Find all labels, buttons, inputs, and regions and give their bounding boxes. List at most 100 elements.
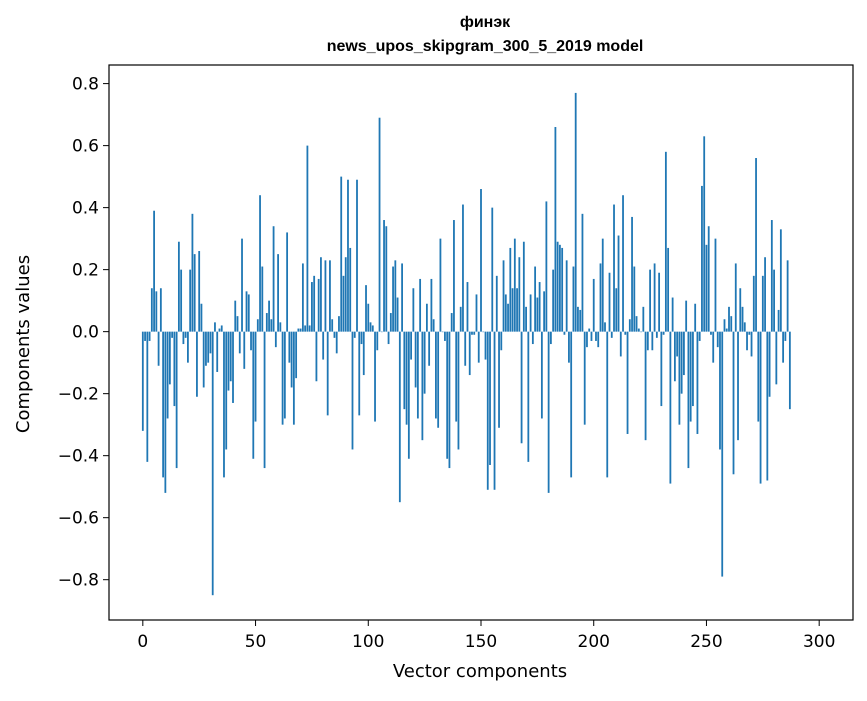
bar-13 (171, 331, 174, 338)
x-tick-label: 200 (578, 632, 610, 652)
bar-35 (220, 325, 223, 332)
bar-225 (649, 269, 651, 332)
bar-138 (453, 220, 455, 332)
bar-268 (746, 331, 748, 351)
bar-107 (383, 220, 385, 332)
bar-271 (752, 275, 755, 332)
bar-19 (184, 331, 187, 338)
bar-130 (435, 331, 437, 419)
bar-45 (243, 331, 246, 369)
bar-50 (254, 331, 257, 422)
bar-199 (590, 331, 593, 341)
bar-162 (507, 303, 509, 332)
bar-274 (759, 331, 762, 484)
bar-218 (633, 266, 636, 332)
bar-191 (572, 266, 575, 332)
bar-140 (457, 331, 460, 450)
bar-102 (371, 325, 374, 332)
bar-23 (193, 254, 196, 332)
bar-232 (664, 151, 667, 332)
bar-93 (351, 331, 354, 450)
bar-136 (448, 331, 451, 469)
bar-221 (640, 331, 642, 333)
bar-73 (306, 145, 309, 332)
bar-167 (518, 257, 521, 332)
bar-208 (610, 331, 613, 338)
bar-204 (601, 238, 604, 332)
bar-43 (238, 331, 241, 354)
bar-139 (455, 331, 458, 422)
bar-55 (265, 313, 268, 332)
bar-2 (146, 331, 149, 462)
bar-254 (714, 238, 717, 332)
bar-197 (586, 331, 588, 348)
bar-161 (504, 294, 507, 332)
bar-262 (732, 331, 735, 475)
bar-92 (349, 247, 352, 332)
bar-212 (619, 331, 622, 357)
bar-168 (520, 331, 523, 444)
bar-242 (687, 331, 690, 469)
bar-230 (660, 331, 663, 407)
bar-223 (644, 331, 647, 441)
bar-258 (723, 319, 726, 332)
bar-95 (356, 179, 358, 332)
bar-64 (286, 232, 289, 332)
chart-subtitle: news_upos_skipgram_300_5_2019 model (327, 38, 644, 55)
bar-231 (662, 331, 665, 335)
bar-195 (581, 213, 584, 332)
bar-53 (261, 266, 264, 332)
bar-178 (543, 291, 546, 332)
bar-247 (698, 331, 701, 341)
x-tick-label: 0 (137, 632, 148, 652)
bar-211 (617, 235, 620, 332)
bar-170 (525, 306, 527, 332)
bar-94 (353, 331, 356, 338)
y-tick-label: −0.4 (58, 447, 99, 467)
bar-286 (786, 260, 789, 332)
bar-32 (214, 322, 216, 332)
bar-196 (583, 331, 586, 425)
bar-177 (540, 331, 543, 419)
bar-163 (509, 247, 512, 332)
bar-152 (484, 331, 487, 360)
bar-193 (577, 306, 579, 332)
bar-5 (153, 210, 155, 332)
bar-68 (295, 331, 298, 379)
bar-7 (157, 331, 160, 366)
bar-86 (335, 331, 338, 354)
bar-184 (556, 241, 559, 332)
bar-179 (545, 201, 548, 332)
bar-222 (642, 306, 645, 332)
bar-259 (725, 328, 728, 332)
bar-125 (423, 331, 426, 394)
bar-83 (329, 260, 331, 332)
bar-244 (692, 331, 694, 407)
bar-120 (412, 288, 415, 332)
bar-127 (428, 331, 431, 366)
bar-285 (784, 331, 787, 341)
bar-240 (683, 331, 685, 376)
bar-205 (604, 322, 606, 332)
bar-270 (750, 331, 753, 357)
bar-279 (770, 220, 773, 332)
bar-72 (304, 325, 307, 332)
bar-77 (315, 331, 318, 382)
bar-182 (552, 269, 555, 332)
bar-78 (317, 278, 320, 332)
bar-54 (263, 331, 266, 469)
x-tick-label: 250 (690, 632, 722, 652)
bar-267 (743, 322, 746, 332)
bar-21 (189, 269, 192, 332)
bar-160 (502, 260, 505, 332)
bar-122 (416, 331, 419, 419)
y-tick-label: 0.8 (72, 75, 99, 95)
bar-188 (565, 260, 568, 332)
bar-169 (522, 241, 525, 332)
bar-20 (187, 331, 189, 363)
bar-59 (274, 331, 277, 348)
bar-281 (775, 331, 778, 385)
bar-30 (209, 331, 212, 354)
y-axis-ticks: −0.8 −0.6 −0.4 −0.2 0.0 0.2 0.4 0.6 0.8 (58, 75, 109, 591)
